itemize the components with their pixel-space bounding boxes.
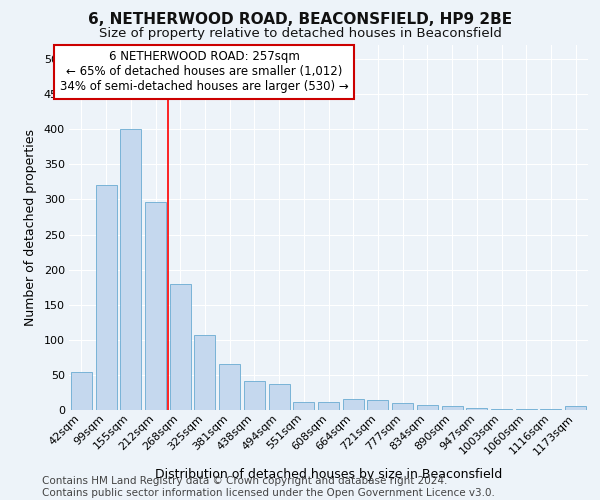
Bar: [170, 284, 191, 410]
Bar: [318, 402, 339, 410]
Bar: [442, 406, 463, 410]
Bar: [565, 406, 586, 410]
Bar: [219, 364, 240, 410]
Text: 6 NETHERWOOD ROAD: 257sqm
← 65% of detached houses are smaller (1,012)
34% of se: 6 NETHERWOOD ROAD: 257sqm ← 65% of detac…: [59, 50, 349, 94]
Text: 6, NETHERWOOD ROAD, BEACONSFIELD, HP9 2BE: 6, NETHERWOOD ROAD, BEACONSFIELD, HP9 2B…: [88, 12, 512, 28]
X-axis label: Distribution of detached houses by size in Beaconsfield: Distribution of detached houses by size …: [155, 468, 502, 480]
Bar: [120, 128, 141, 410]
Bar: [194, 335, 215, 410]
Bar: [392, 403, 413, 410]
Bar: [71, 372, 92, 410]
Bar: [269, 384, 290, 410]
Bar: [491, 408, 512, 410]
Bar: [466, 408, 487, 410]
Text: Size of property relative to detached houses in Beaconsfield: Size of property relative to detached ho…: [98, 28, 502, 40]
Bar: [343, 400, 364, 410]
Bar: [417, 405, 438, 410]
Bar: [95, 184, 116, 410]
Y-axis label: Number of detached properties: Number of detached properties: [24, 129, 37, 326]
Bar: [293, 402, 314, 410]
Bar: [145, 202, 166, 410]
Bar: [367, 400, 388, 410]
Bar: [244, 380, 265, 410]
Text: Contains HM Land Registry data © Crown copyright and database right 2024.
Contai: Contains HM Land Registry data © Crown c…: [42, 476, 495, 498]
